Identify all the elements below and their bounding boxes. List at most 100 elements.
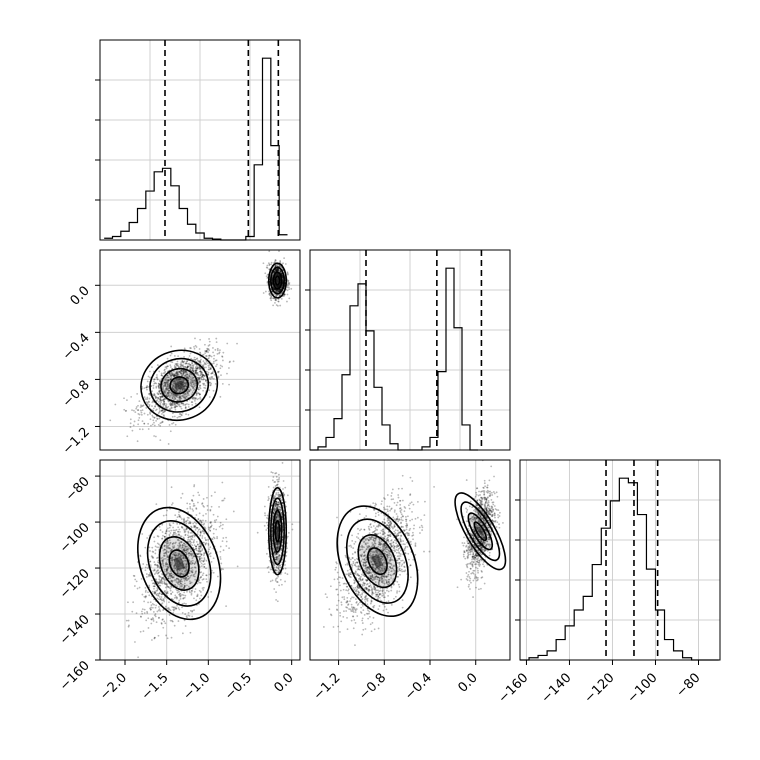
corner-param1-param2-sample-point bbox=[175, 395, 178, 398]
corner-param1-param2-sample-point bbox=[203, 374, 206, 377]
corner-param1-param2-sample-point bbox=[161, 395, 163, 398]
corner-param1-param3-sample-point bbox=[197, 501, 199, 504]
corner-param1-param2-sample-point bbox=[170, 376, 173, 379]
corner-param1-param2-sample-point bbox=[184, 406, 187, 409]
corner-param1-param3-sample-point bbox=[150, 618, 153, 621]
corner-param1-param3-sample-point bbox=[188, 554, 191, 557]
corner-param1-param3-sample-point bbox=[187, 530, 190, 533]
corner-param1-param3-sample-point bbox=[175, 581, 178, 583]
corner-param1-param2-sample-point bbox=[190, 383, 193, 386]
corner-param1-param3-sample-point bbox=[157, 581, 160, 584]
corner-param1-param3-sample-point bbox=[166, 565, 169, 568]
corner-param1-param2-sample-point bbox=[264, 290, 267, 293]
corner-param1-param2-sample-point bbox=[149, 376, 151, 379]
corner-param1-param3-sample-point bbox=[156, 546, 159, 549]
corner-param1-param2-sample-point bbox=[179, 377, 182, 380]
corner-param1-param2-sample-point bbox=[166, 407, 168, 409]
corner-param1-param3-sample-point bbox=[177, 601, 180, 604]
corner-param1-param3-sample-point bbox=[162, 562, 165, 565]
corner-param1-param2-sample-point bbox=[178, 378, 180, 381]
corner-param1-param2-sample-point bbox=[178, 405, 181, 408]
corner-param1-param3-sample-point bbox=[190, 554, 193, 557]
corner-param1-param3-sample-point bbox=[179, 535, 182, 538]
corner-param1-param2-sample-point bbox=[288, 288, 291, 291]
corner-param1-param2-frame bbox=[99, 249, 301, 451]
corner-param1-param2-sample-point bbox=[193, 388, 196, 391]
corner-param1-param2-sample-point bbox=[280, 292, 283, 295]
corner-param1-param3-sample-point bbox=[204, 519, 207, 522]
corner-param1-param2-sample-point bbox=[288, 297, 291, 300]
corner-param1-param2-sample-point bbox=[196, 371, 199, 374]
corner-param1-param2-sample-point bbox=[205, 350, 207, 353]
corner-param1-param3-sample-point bbox=[225, 518, 228, 521]
corner-param1-param3-sample-point bbox=[145, 573, 148, 575]
corner-param1-param3-sample-point bbox=[157, 561, 159, 564]
corner-param1-param2-sample-point bbox=[216, 352, 219, 355]
corner-param1-param3-sample-point bbox=[179, 585, 182, 588]
corner-param1-param3-sample-point bbox=[157, 571, 160, 574]
corner-param1-param3-sample-point bbox=[160, 578, 163, 581]
corner-param1-param3-sample-point bbox=[187, 552, 190, 555]
corner-param1-param2-sample-point bbox=[197, 377, 200, 380]
corner-param1-param3-sample-point bbox=[192, 510, 195, 512]
corner-param1-param2-sample-point bbox=[171, 422, 173, 425]
corner-param1-param2-sample-point bbox=[190, 347, 192, 350]
corner-param1-param2-sample-point bbox=[287, 273, 289, 276]
corner-param1-param3-sample-point bbox=[161, 577, 164, 579]
corner-param1-param2-sample-point bbox=[264, 272, 267, 275]
corner-param1-param3-sample-point bbox=[177, 533, 180, 536]
corner-param1-param3-sample-point bbox=[160, 557, 163, 560]
corner-param1-param3-sample-point bbox=[182, 518, 185, 521]
corner-param1-param3-sample-point bbox=[183, 587, 185, 590]
corner-param1-param2-sample-point bbox=[186, 403, 188, 405]
corner-param1-param3-sample-point bbox=[225, 540, 228, 543]
corner-param1-param3-sample-point bbox=[151, 550, 154, 553]
corner-param1-param3-sample-point bbox=[199, 542, 202, 545]
corner-param1-param2-sample-point bbox=[157, 386, 160, 389]
corner-param1-param2-sample-point bbox=[176, 389, 178, 392]
corner-param1-param2-sample-point bbox=[188, 374, 191, 377]
corner-param1-param3-sample-point bbox=[156, 597, 159, 600]
corner-param1-param2-sample-point bbox=[276, 286, 279, 289]
corner-param1-param2-sample-point bbox=[172, 382, 175, 385]
corner-param1-param2-sample-point bbox=[196, 366, 199, 369]
corner-param1-param3-sample-point bbox=[170, 557, 173, 560]
corner-param1-param2-sample-point bbox=[266, 273, 269, 276]
corner-param1-param2-sample-point bbox=[215, 359, 218, 362]
corner-param1-param3-sample-point bbox=[193, 526, 196, 529]
corner-param1-param2-sample-point bbox=[265, 275, 268, 278]
corner-param1-param2-sample-point bbox=[178, 371, 181, 374]
corner-param1-param3-sample-point bbox=[195, 545, 198, 548]
corner-param1-param3-sample-point bbox=[198, 558, 201, 561]
corner-param1-param3-sample-point bbox=[158, 598, 160, 601]
corner-param1-param2-sample-point bbox=[181, 388, 184, 390]
corner-param1-param2-sample-point bbox=[153, 435, 156, 437]
corner-param1-param2-sample-point bbox=[158, 391, 161, 394]
corner-param1-param2-sample-point bbox=[169, 373, 171, 375]
corner-param1-param3-sample-point bbox=[154, 591, 157, 594]
corner-param1-param2-sample-point bbox=[226, 372, 228, 375]
corner-param1-param3-sample-point bbox=[189, 540, 192, 543]
corner-param1-param2-sample-point bbox=[141, 386, 144, 388]
corner-param1-param2-sample-point bbox=[270, 294, 273, 297]
corner-param1-param3-sample-point bbox=[128, 624, 130, 627]
corner-param1-param2-sample-point bbox=[207, 374, 210, 376]
corner-param1-param2-sample-point bbox=[163, 384, 166, 386]
corner-param1-param3-sample-point bbox=[202, 586, 205, 589]
corner-param1-param3-sample-point bbox=[199, 545, 202, 548]
corner-param1-param3-sample-point bbox=[165, 551, 167, 554]
corner-param1-param3-sample-point bbox=[219, 545, 222, 548]
corner-param1-param2-sample-point bbox=[162, 399, 165, 401]
corner-param1-param3-sample-point bbox=[184, 563, 186, 565]
corner-param1-param2-contour-1-1 bbox=[272, 271, 283, 290]
corner-param1-param3-sample-point bbox=[207, 542, 210, 545]
corner-param1-param2-sample-point bbox=[270, 263, 273, 266]
corner-param1-param2-sample-point bbox=[205, 370, 208, 373]
corner-param1-param3-sample-point bbox=[163, 552, 165, 555]
corner-param1-param3-sample-point bbox=[167, 566, 170, 569]
corner-param1-param2-sample-point bbox=[262, 292, 265, 294]
corner-param1-param3-sample-point bbox=[183, 528, 185, 531]
corner-param1-param2-sample-point bbox=[220, 374, 222, 377]
corner-param1-param3-sample-point bbox=[164, 557, 167, 560]
corner-param1-param2-sample-point bbox=[166, 376, 169, 379]
